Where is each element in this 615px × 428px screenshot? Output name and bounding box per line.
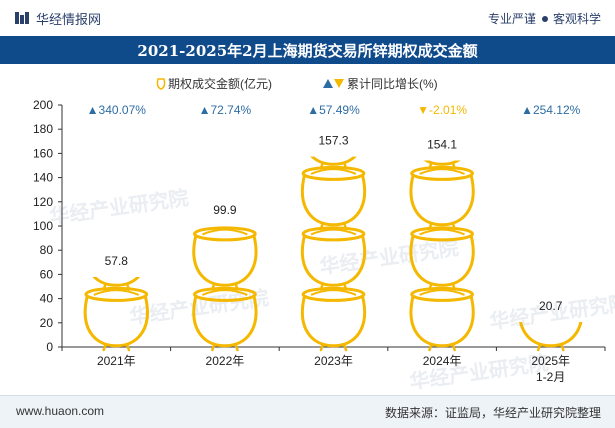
y-tick-label: 100 (33, 219, 53, 233)
growth-label: ▲254.12% (521, 103, 581, 117)
y-tick-label: 0 (46, 340, 53, 354)
x-tick-label: 2023年 (314, 354, 353, 368)
bar-1 (192, 226, 258, 352)
x-tick-label: 1-2月 (536, 370, 565, 384)
bar-4 (519, 321, 583, 352)
title-bar: 2021-2025年2月上海期货交易所锌期权成交金额 (0, 36, 615, 64)
dot-separator-icon (541, 16, 548, 22)
value-label: 20.7 (539, 299, 563, 313)
bar-3 (409, 160, 475, 352)
y-tick-label: 160 (33, 146, 53, 160)
x-tick-label: 2022年 (206, 354, 245, 368)
tagline: 专业严谨 客观科学 (488, 10, 601, 27)
growth-label: ▲72.74% (199, 103, 252, 117)
footer-source: 数据来源：证监局，华经产业研究院整理 (384, 406, 601, 420)
watermark-text: 华经产业研究院 (48, 185, 190, 228)
value-label: 154.1 (427, 138, 457, 152)
growth-label: ▲340.07% (87, 103, 147, 117)
growth-label: ▼-2.01% (417, 103, 467, 117)
footer-url[interactable]: www.huaon.com (16, 404, 105, 418)
legend-pot-icon (156, 78, 166, 90)
y-tick-label: 40 (40, 292, 54, 306)
y-tick-label: 80 (40, 243, 54, 257)
y-tick-label: 120 (33, 195, 53, 209)
bar-0 (83, 277, 149, 352)
legend-label-growth: 累计同比增长(%) (347, 77, 438, 91)
x-tick-label: 2025年 (531, 354, 570, 368)
legend: 期权成交金额(亿元) 累计同比增长(%) (156, 76, 438, 91)
y-tick-label: 180 (33, 122, 53, 136)
bar-2 (300, 156, 367, 352)
y-tick-label: 60 (40, 267, 54, 281)
y-tick-label: 20 (40, 316, 54, 330)
chart-title: 2021-2025年2月上海期货交易所锌期权成交金额 (137, 41, 478, 60)
footer: www.huaon.com 数据来源：证监局，华经产业研究院整理 (0, 395, 615, 428)
y-tick-label: 200 (33, 98, 53, 112)
y-tick-label: 140 (33, 171, 53, 185)
x-tick-label: 2021年 (97, 354, 136, 368)
tagline-right: 客观科学 (552, 12, 601, 26)
pot-bars (83, 156, 583, 352)
legend-triangle-icon (323, 79, 344, 88)
value-label: 99.9 (213, 203, 237, 217)
top-bar: 华经情报网 专业严谨 客观科学 (0, 0, 615, 36)
growth-label: ▲57.49% (307, 103, 360, 117)
brand: 华经情报网 (14, 9, 101, 27)
legend-label-amount: 期权成交金额(亿元) (168, 76, 272, 91)
tagline-left: 专业严谨 (487, 12, 536, 26)
brand-logo-icon (15, 12, 29, 24)
watermark-text: 华经产业研究院 (318, 235, 460, 278)
brand-name: 华经情报网 (36, 11, 102, 27)
x-tick-label: 2024年 (423, 354, 462, 368)
data-labels: 57.8 99.9 157.3 154.1 20.7 ▲340.07% ▲72.74% ▲57… (87, 103, 581, 313)
value-label: 57.8 (105, 254, 129, 268)
value-label: 157.3 (318, 134, 348, 148)
